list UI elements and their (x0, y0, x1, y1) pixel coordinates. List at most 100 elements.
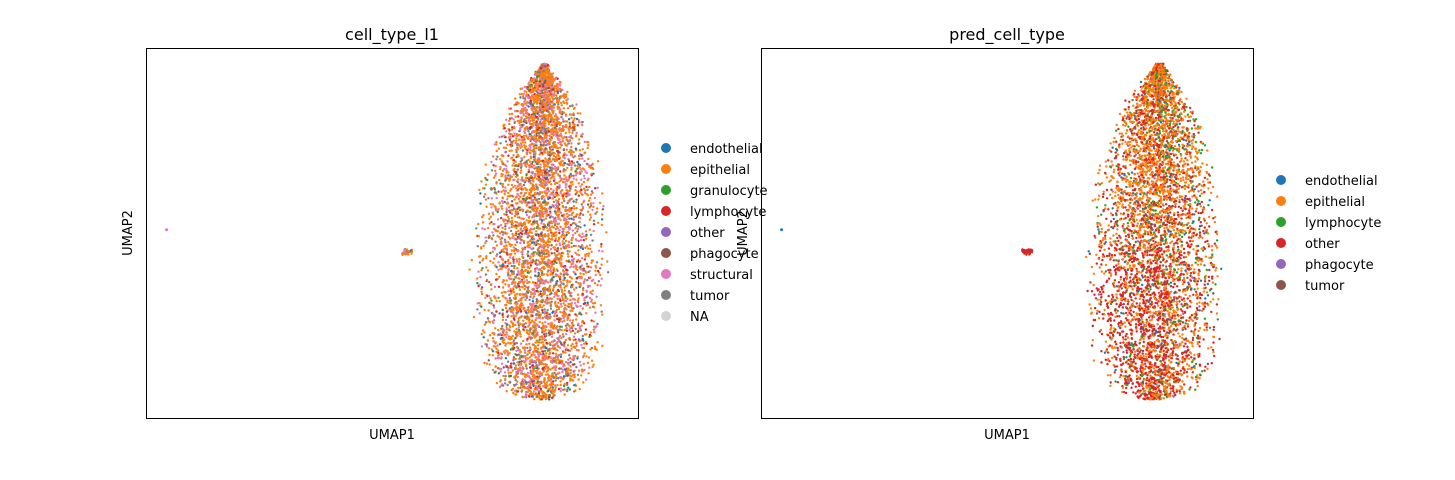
scatter-point (572, 205, 575, 208)
scatter-point (490, 206, 493, 209)
scatter-point (526, 254, 530, 258)
scatter-point (534, 206, 537, 210)
scatter-point (582, 362, 585, 365)
scatter-point (491, 231, 494, 234)
scatter-point (513, 264, 516, 268)
scatter-point (512, 234, 515, 237)
scatter-point (558, 346, 562, 349)
scatter-point (552, 109, 555, 113)
scatter-point (571, 131, 574, 135)
scatter-point (557, 121, 560, 124)
scatter-point (596, 186, 599, 189)
scatter-point (576, 373, 580, 376)
scatter-point (511, 142, 514, 145)
scatter-point (578, 157, 581, 161)
scatter-point (548, 157, 551, 161)
scatter-point (575, 304, 578, 307)
scatter-point (533, 117, 536, 120)
scatter-point (579, 112, 582, 115)
scatter-point (508, 132, 511, 135)
scatter-point (535, 282, 539, 285)
scatter-point (508, 195, 512, 198)
scatter-point (575, 131, 578, 135)
scatter-point (564, 313, 567, 316)
scatter-point (560, 160, 563, 163)
scatter-point (512, 162, 515, 165)
scatter-point (573, 302, 577, 305)
scatter-point (496, 210, 499, 214)
scatter-point (568, 135, 571, 139)
scatter-point (551, 157, 555, 160)
scatter-point (485, 240, 488, 243)
scatter-point (502, 279, 506, 282)
scatter-point (514, 164, 517, 167)
scatter-point (562, 293, 565, 296)
scatter-point (545, 381, 549, 384)
scatter-point (506, 299, 509, 302)
scatter-point (518, 257, 521, 261)
scatter-point (582, 187, 586, 190)
scatter-point (570, 344, 573, 347)
scatter-point (574, 389, 577, 392)
scatter-point (541, 121, 544, 125)
scatter-point (600, 257, 604, 260)
scatter-point (552, 194, 555, 198)
scatter-point (509, 269, 513, 273)
scatter-point (551, 388, 555, 391)
scatter-point (592, 205, 595, 209)
scatter-point (512, 278, 516, 281)
scatter-point (576, 357, 579, 360)
scatter-point (579, 284, 582, 287)
scatter-point (490, 221, 493, 224)
scatter-point (553, 246, 556, 249)
scatter-point (557, 354, 561, 357)
scatter-point (528, 366, 532, 369)
scatter-point (550, 131, 553, 135)
scatter-point (541, 185, 544, 188)
scatter-point (546, 162, 550, 166)
scatter-point (572, 107, 576, 111)
scatter-point (519, 119, 522, 122)
scatter-point (563, 152, 566, 155)
scatter-point (553, 319, 556, 322)
scatter-point (505, 118, 508, 122)
scatter-point (559, 90, 562, 93)
scatter-point (529, 295, 532, 298)
scatter-point (550, 160, 553, 163)
scatter-point (521, 280, 524, 284)
scatter-point (548, 298, 551, 301)
scatter-point (493, 371, 496, 374)
scatter-point (522, 382, 525, 385)
scatter-point (559, 176, 562, 180)
scatter-point (488, 217, 491, 220)
scatter-point (532, 209, 535, 212)
scatter-point (564, 295, 567, 298)
scatter-point (483, 323, 487, 326)
scatter-point (553, 145, 557, 148)
scatter-point (568, 121, 571, 125)
scatter-point (587, 372, 590, 375)
scatter-point (548, 259, 551, 262)
scatter-point (561, 124, 565, 128)
scatter-point (494, 164, 497, 168)
scatter-point (547, 269, 550, 272)
scatter-point (513, 225, 516, 228)
scatter-point (601, 192, 604, 195)
scatter-point (517, 233, 521, 236)
scatter-point (526, 266, 529, 269)
scatter-point (570, 255, 574, 258)
scatter-point (574, 227, 577, 230)
scatter-point (537, 179, 540, 182)
scatter-point (569, 148, 572, 152)
scatter-point (514, 160, 517, 163)
scatter-point (521, 323, 524, 326)
scatter-point (517, 178, 520, 181)
scatter-point (576, 330, 579, 334)
scatter-point (515, 139, 518, 142)
scatter-point (532, 176, 536, 180)
scatter-point (528, 395, 531, 398)
scatter-point (510, 320, 513, 323)
scatter-point (580, 313, 583, 316)
scatter-point (547, 244, 551, 247)
scatter-point (579, 364, 582, 367)
